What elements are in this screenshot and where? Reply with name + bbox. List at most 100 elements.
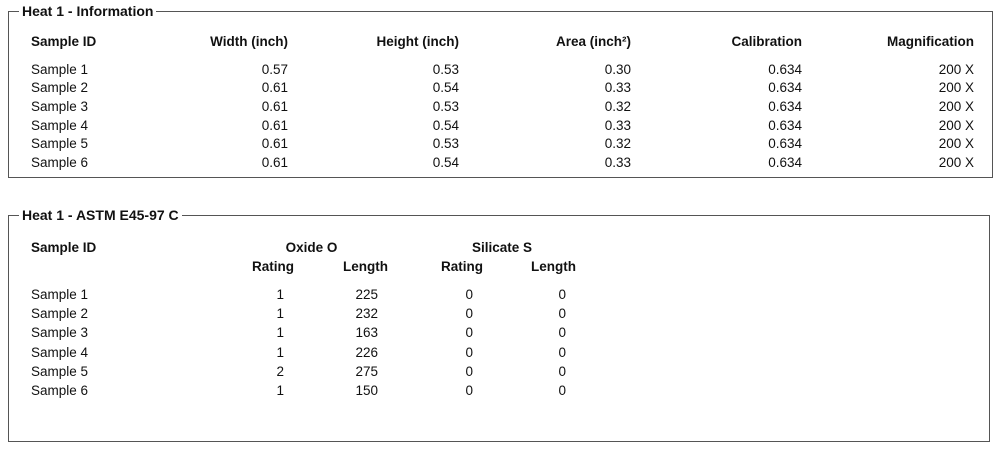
astm-group-header-row: Sample ID Oxide O Silicate S	[9, 238, 576, 257]
cell-height: 0.53	[432, 136, 459, 152]
column-header-oxide-length: Length	[343, 259, 389, 274]
cell-height: 0.53	[432, 98, 459, 114]
cell-height: 0.54	[432, 117, 459, 133]
column-header-sample-id: Sample ID	[31, 240, 97, 255]
heat1-information-groupbox: Heat 1 - Information Sample ID Width (in…	[8, 2, 993, 178]
column-header-silicate-length: Length	[531, 259, 577, 274]
heat1-astm-groupbox: Heat 1 - ASTM E45-97 C Sample ID Oxide O…	[8, 206, 990, 442]
cell-oxide-length: 226	[355, 344, 379, 360]
cell-sample-id: Sample 1	[31, 287, 89, 303]
column-header-silicate-rating: Rating	[441, 259, 484, 274]
heat1-information-title: Heat 1 - Information	[19, 2, 157, 21]
cell-oxide-length: 275	[355, 363, 379, 379]
table-row: Sample 1 1 225 0 0	[9, 285, 576, 304]
cell-sample-id: Sample 6	[31, 383, 89, 399]
cell-area: 0.32	[604, 98, 631, 114]
cell-oxide-rating: 1	[276, 306, 284, 322]
cell-silicate-length: 0	[558, 363, 567, 379]
column-header-height: Height (inch)	[376, 34, 460, 49]
cell-silicate-rating: 0	[465, 383, 474, 399]
cell-height: 0.54	[432, 154, 459, 170]
column-header-oxide-rating: Rating	[252, 259, 294, 274]
table-row: Sample 6 1 150 0 0	[9, 381, 576, 400]
cell-magnification: 200 X	[938, 61, 974, 77]
cell-silicate-rating: 0	[465, 363, 474, 379]
cell-height: 0.53	[432, 61, 459, 77]
cell-area: 0.33	[604, 80, 631, 96]
cell-silicate-rating: 0	[465, 325, 474, 341]
cell-silicate-length: 0	[558, 383, 567, 399]
cell-oxide-length: 163	[355, 325, 379, 341]
cell-magnification: 200 X	[938, 136, 974, 152]
cell-calibration: 0.634	[768, 98, 802, 114]
cell-oxide-rating: 2	[276, 363, 284, 379]
astm-subheader-row: Rating Length Rating Length	[9, 257, 576, 276]
column-group-silicate: Silicate S	[472, 240, 533, 255]
cell-magnification: 200 X	[938, 117, 974, 133]
cell-sample-id: Sample 4	[31, 344, 89, 360]
cell-oxide-length: 225	[355, 287, 379, 303]
cell-silicate-rating: 0	[465, 287, 474, 303]
cell-width: 0.61	[261, 80, 288, 96]
table-row: Sample 2 0.61 0.54 0.33 0.634 200 X	[9, 79, 974, 98]
table-row: Sample 5 0.61 0.53 0.32 0.634 200 X	[9, 134, 974, 153]
cell-sample-id: Sample 6	[31, 154, 89, 170]
table-row: Sample 5 2 275 0 0	[9, 362, 576, 381]
information-header-row: Sample ID Width (inch) Height (inch) Are…	[9, 32, 974, 51]
cell-sample-id: Sample 5	[31, 363, 89, 379]
column-header-magnification: Magnification	[887, 34, 974, 49]
table-row: Sample 4 0.61 0.54 0.33 0.634 200 X	[9, 116, 974, 135]
cell-sample-id: Sample 3	[31, 98, 89, 114]
cell-width: 0.57	[261, 61, 288, 77]
cell-width: 0.61	[261, 136, 288, 152]
cell-silicate-length: 0	[558, 344, 567, 360]
cell-calibration: 0.634	[768, 61, 802, 77]
cell-oxide-rating: 1	[276, 383, 284, 399]
column-header-width: Width (inch)	[210, 34, 288, 49]
cell-silicate-length: 0	[558, 325, 567, 341]
column-group-oxide: Oxide O	[285, 240, 338, 255]
cell-oxide-length: 232	[355, 306, 379, 322]
table-row: Sample 3 1 163 0 0	[9, 323, 576, 342]
cell-silicate-rating: 0	[465, 344, 474, 360]
subheader-empty	[9, 257, 169, 276]
table-row: Sample 4 1 226 0 0	[9, 343, 576, 362]
header-spacer	[9, 276, 576, 285]
cell-oxide-rating: 1	[276, 287, 284, 303]
cell-width: 0.61	[261, 117, 288, 133]
cell-silicate-rating: 0	[465, 306, 474, 322]
cell-magnification: 200 X	[938, 98, 974, 114]
cell-oxide-rating: 1	[276, 325, 284, 341]
cell-calibration: 0.634	[768, 80, 802, 96]
cell-sample-id: Sample 5	[31, 136, 89, 152]
information-table: Sample ID Width (inch) Height (inch) Are…	[9, 32, 974, 172]
cell-width: 0.61	[261, 98, 288, 114]
header-spacer	[9, 51, 974, 60]
cell-area: 0.30	[604, 61, 631, 77]
column-header-calibration: Calibration	[731, 34, 802, 49]
astm-table: Sample ID Oxide O Silicate S Rating Leng…	[9, 238, 576, 400]
cell-area: 0.33	[604, 117, 631, 133]
column-header-sample-id: Sample ID	[31, 34, 97, 49]
cell-oxide-length: 150	[355, 383, 379, 399]
cell-area: 0.33	[604, 154, 631, 170]
cell-calibration: 0.634	[768, 136, 802, 152]
cell-oxide-rating: 1	[276, 344, 284, 360]
table-row: Sample 1 0.57 0.53 0.30 0.634 200 X	[9, 60, 974, 79]
column-header-area: Area (inch²)	[555, 34, 631, 49]
heat1-astm-title: Heat 1 - ASTM E45-97 C	[19, 206, 182, 225]
cell-calibration: 0.634	[768, 154, 802, 170]
cell-sample-id: Sample 1	[31, 61, 89, 77]
table-row: Sample 3 0.61 0.53 0.32 0.634 200 X	[9, 97, 974, 116]
cell-sample-id: Sample 3	[31, 325, 89, 341]
cell-silicate-length: 0	[558, 306, 567, 322]
table-row: Sample 2 1 232 0 0	[9, 304, 576, 323]
cell-silicate-length: 0	[558, 287, 567, 303]
cell-sample-id: Sample 4	[31, 117, 89, 133]
cell-sample-id: Sample 2	[31, 80, 89, 96]
cell-height: 0.54	[432, 80, 459, 96]
cell-magnification: 200 X	[938, 154, 974, 170]
cell-sample-id: Sample 2	[31, 306, 89, 322]
table-row: Sample 6 0.61 0.54 0.33 0.634 200 X	[9, 153, 974, 172]
cell-magnification: 200 X	[938, 80, 974, 96]
